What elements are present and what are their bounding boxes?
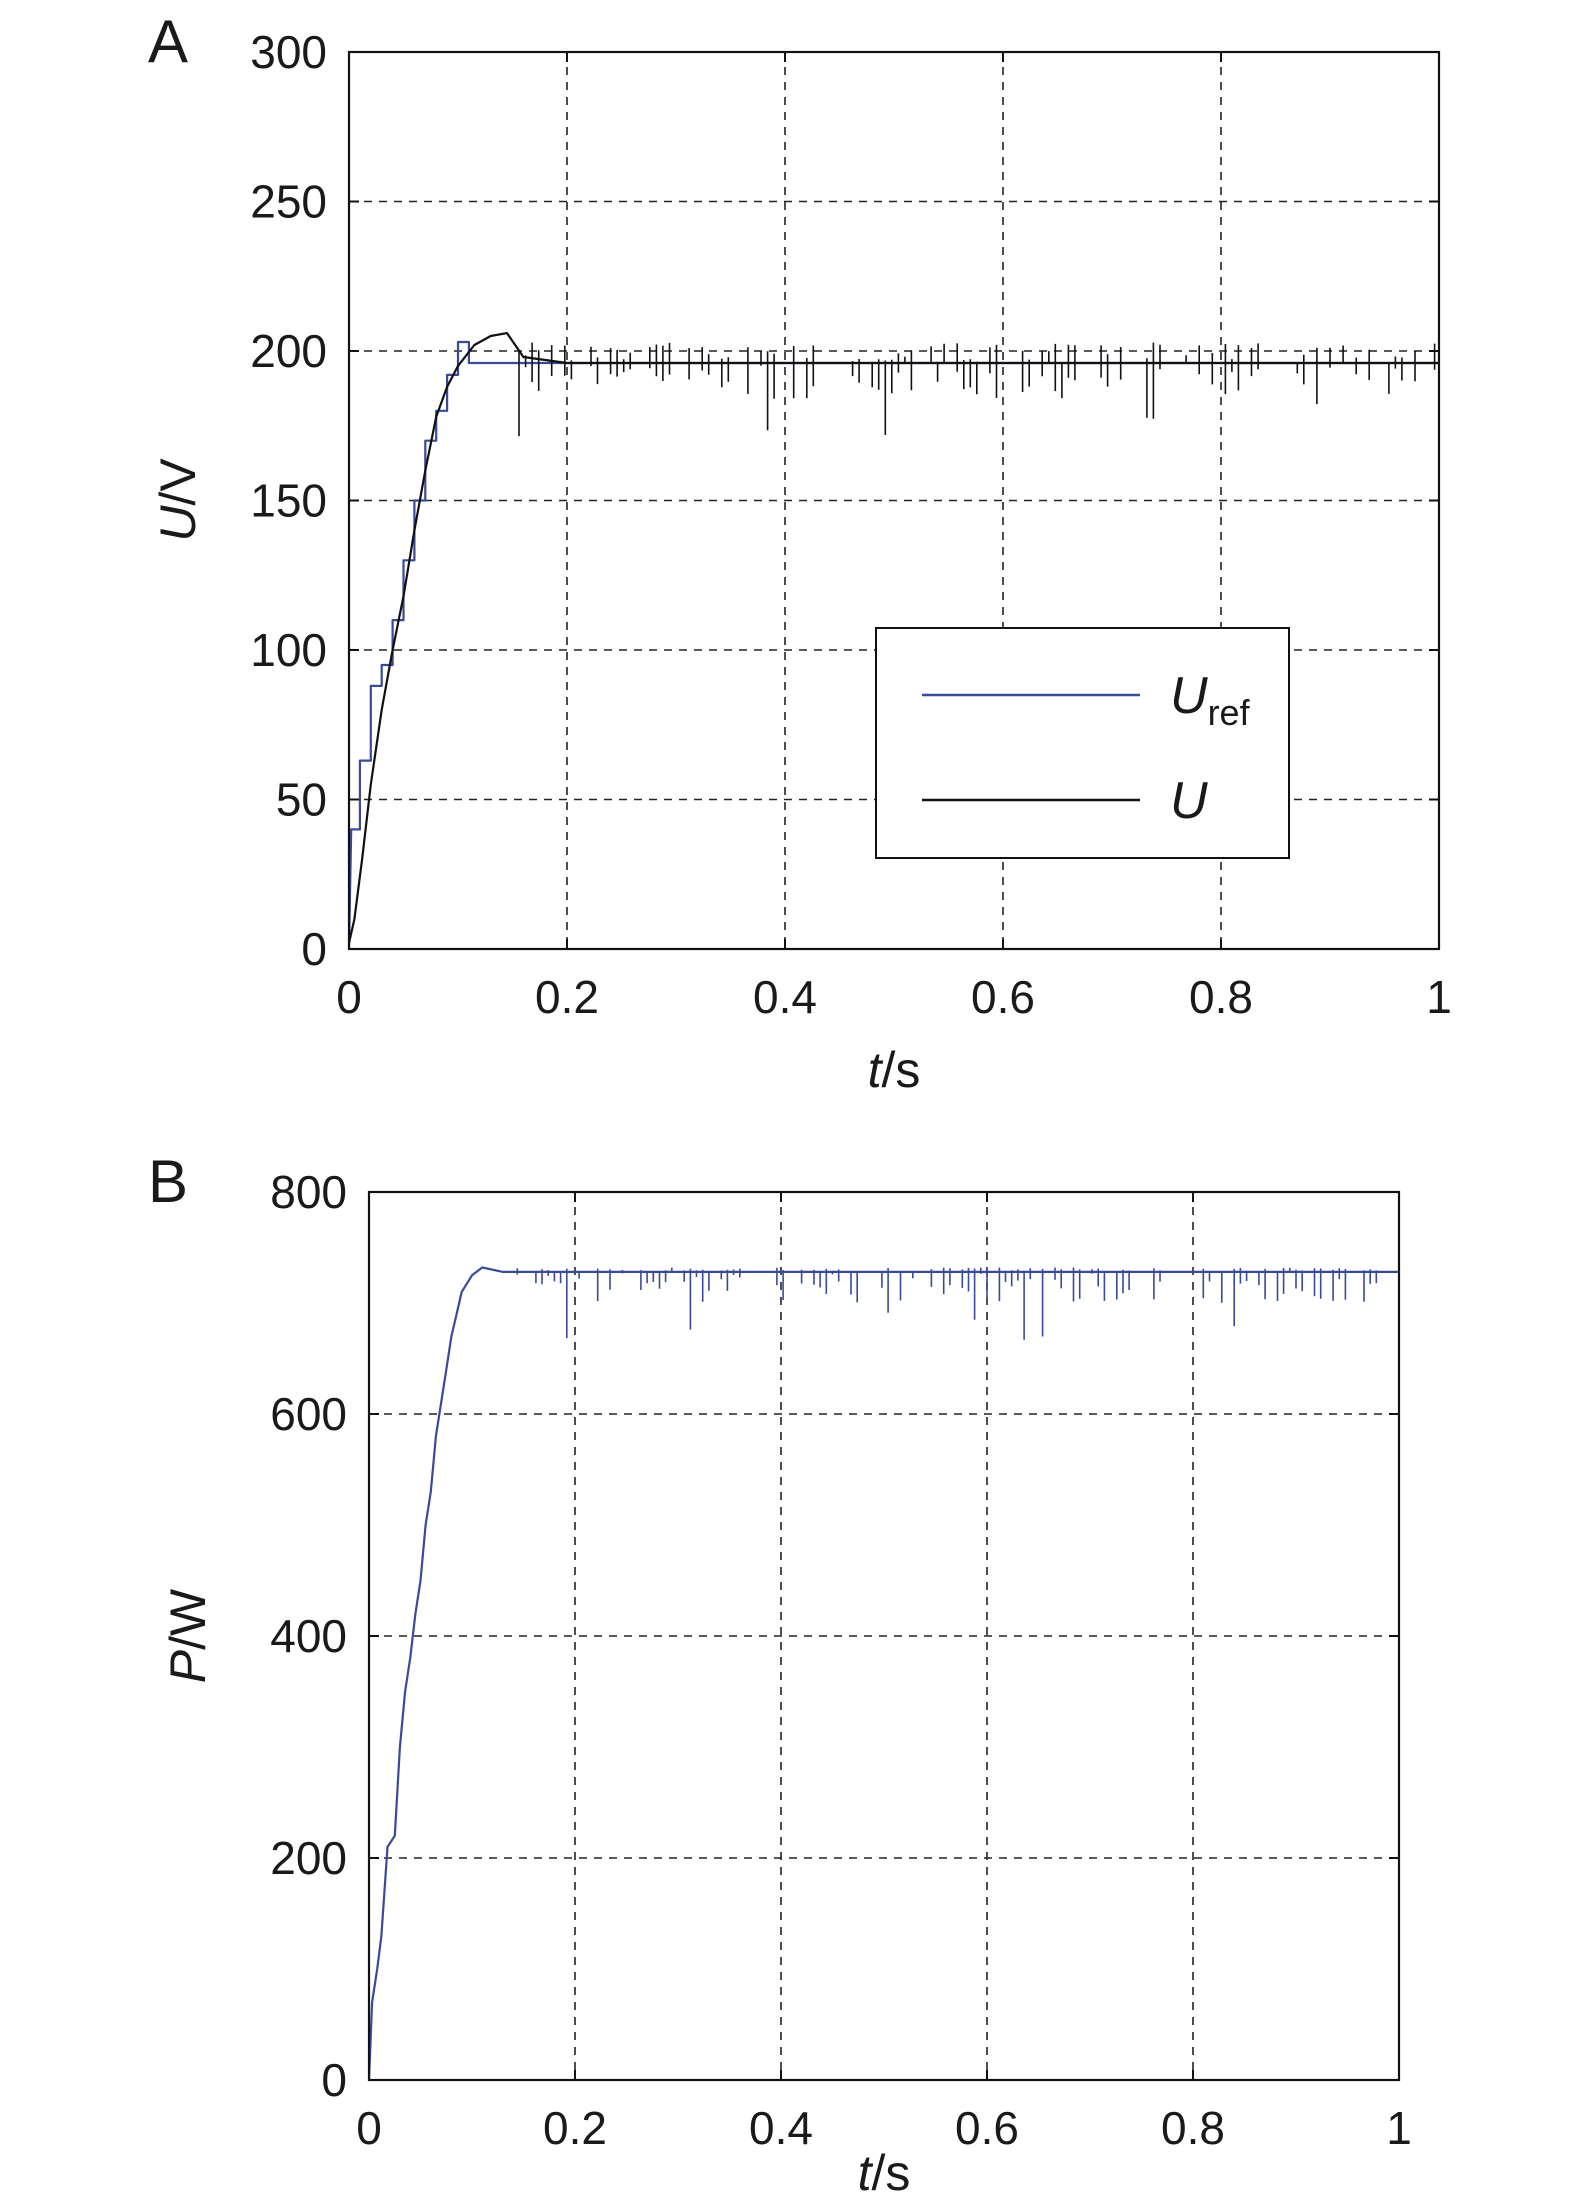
chart-a-x-tick-label-0.2: 0.2 [535,971,599,1023]
chart-b-x-axis-label-unit: /s [872,2145,911,2201]
chart-a-x-tick-label-0: 0 [336,971,362,1023]
chart-b-y-tick-label-800: 800 [270,1166,347,1218]
chart-a-series-1-switching-ripple [518,342,1436,437]
chart-a-y-tick-label-200: 200 [250,325,327,377]
chart-a-legend-uref-var: U [1170,667,1208,725]
chart-b: B 0 200 400 600 800 0 0.2 0.4 0.6 0.8 1 t/s P/W [148,1148,1412,2201]
chart-b-x-axis-label: t/s [858,2145,911,2201]
chart-b-x-tick-label-0.2: 0.2 [543,2102,607,2154]
chart-b-x-axis-label-var: t [858,2145,874,2201]
chart-a-legend-label-u: U [1170,772,1208,830]
chart-b-x-tick-label-0.8: 0.8 [1161,2102,1225,2154]
chart-a-x-tick-label-0.6: 0.6 [971,971,1035,1023]
chart-a-series [347,332,1439,950]
chart-a-x-tick-label-0.8: 0.8 [1189,971,1253,1023]
chart-b-x-tick-label-0.4: 0.4 [749,2102,813,2154]
chart-a-panel-label: A [148,8,188,75]
chart-b-x-tick-label-1: 1 [1386,2102,1412,2154]
chart-b-y-axis-label: P/W [160,1588,216,1683]
chart-b-series-0-line [367,1266,1399,2081]
chart-a-x-tick-label-0.4: 0.4 [753,971,817,1023]
chart-a-x-ticks: 0 0.2 0.4 0.6 0.8 1 [336,52,1452,1023]
chart-a-y-tick-label-250: 250 [250,176,327,228]
chart-a-legend-u-var: U [1170,772,1208,830]
chart-a-y-tick-label-100: 100 [250,624,327,676]
chart-b-grid [369,1192,1399,2080]
chart-b-x-tick-label-0: 0 [356,2102,382,2154]
chart-b-y-axis-label-var: P [160,1649,216,1683]
chart-a-x-axis-label-var: t [868,1042,884,1098]
chart-a-legend-box [875,627,1290,859]
chart-b-y-axis-label-unit: /W [160,1588,216,1650]
chart-a-legend-uref-sub: ref [1208,692,1251,733]
chart-a-x-tick-label-1: 1 [1426,971,1452,1023]
chart-a-y-axis-label: U/V [150,458,206,542]
chart-b-series [367,1266,1399,2081]
chart-a-y-ticks: 0 50 100 150 200 250 300 [250,26,1439,975]
chart-b-y-tick-label-600: 600 [270,1388,347,1440]
chart-b-series-0-switching-ripple [516,1267,1378,1340]
chart-a-y-tick-label-0: 0 [301,923,327,975]
chart-a-series-1-line [347,332,1439,944]
chart-b-panel-label: B [148,1148,188,1215]
chart-b-y-tick-label-200: 200 [270,1832,347,1884]
chart-b-x-ticks: 0 0.2 0.4 0.6 0.8 1 [356,1192,1412,2154]
chart-b-x-tick-label-0.6: 0.6 [955,2102,1019,2154]
chart-a-legend-label-uref: Uref [1170,667,1251,733]
chart-a-y-axis-label-var: U [150,505,206,542]
chart-a-x-axis-label-unit: /s [882,1042,921,1098]
chart-a-y-axis-label-unit: /V [150,458,206,506]
chart-a-y-tick-label-300: 300 [250,26,327,78]
chart-b-y-ticks: 0 200 400 600 800 [270,1166,1399,2106]
chart-a-y-tick-label-50: 50 [276,774,327,826]
chart-a-y-tick-label-150: 150 [250,475,327,527]
chart-a-x-axis-label: t/s [868,1042,921,1098]
chart-b-y-tick-label-0: 0 [321,2054,347,2106]
chart-a-legend: Uref U [875,627,1290,859]
chart-b-y-tick-label-400: 400 [270,1610,347,1662]
